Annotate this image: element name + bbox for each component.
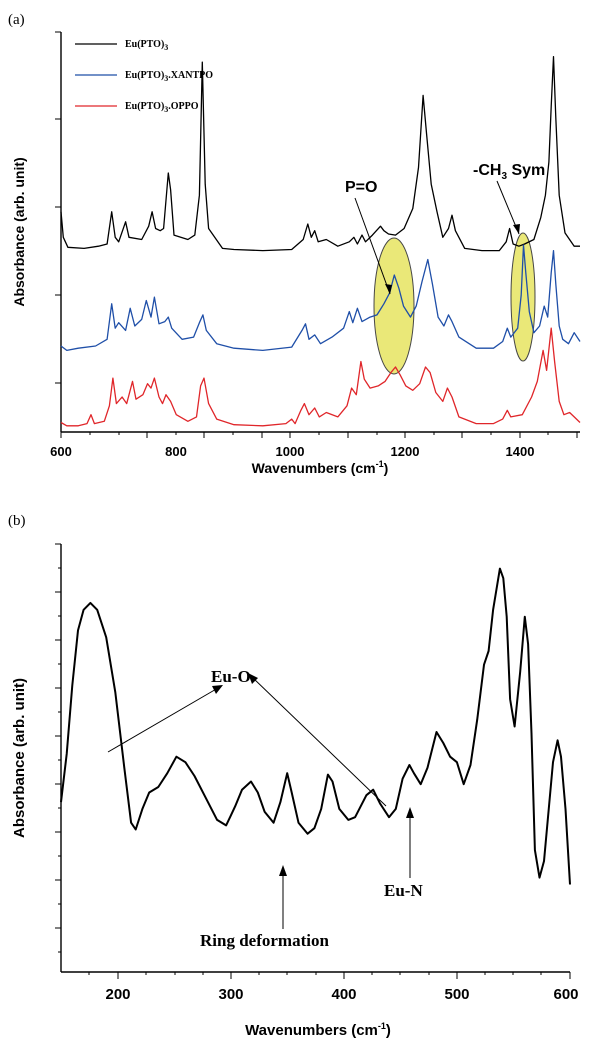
panel-b-tick-400: 400 xyxy=(331,986,356,1003)
annotation-eu-n-arrowhead xyxy=(406,807,414,818)
annotation-po-arrowhead xyxy=(385,284,392,294)
annotation-eu-n: Eu-N xyxy=(384,881,423,900)
panel-b-y-ticks xyxy=(55,543,61,953)
annotation-ch3: -CH3 Sym xyxy=(473,162,545,182)
panel-a-legend: Eu(PTO)3 Eu(PTO)3.XANTPO Eu(PTO)3.OPPO xyxy=(75,39,213,114)
panel-b-letter: (b) xyxy=(8,513,26,529)
annotation-eu-o-arrow-1 xyxy=(107,687,219,753)
panel-b-series-line-1 xyxy=(60,567,571,885)
annotation-ring-deformation: Ring deformation xyxy=(200,931,329,950)
panel-a-series-line-1 xyxy=(60,55,580,252)
panel-a-letter: (a) xyxy=(8,12,25,28)
panel-b-x-axis-title: Wavenumbers (cm-1) xyxy=(245,1021,391,1039)
panel-b: (b) xyxy=(8,513,579,1039)
panel-b-tick-600: 600 xyxy=(553,986,578,1003)
annotation-eu-o-arrow-2 xyxy=(251,676,387,807)
panel-a-tick-1200: 1200 xyxy=(391,444,420,459)
legend-label-series2: Eu(PTO)3.XANTPO xyxy=(125,70,213,83)
panel-a-y-ticks xyxy=(55,31,61,384)
panel-a-series-line-2 xyxy=(60,244,581,352)
panel-a-tick-1000: 1000 xyxy=(276,444,305,459)
annotation-eu-o-arrowhead-1 xyxy=(212,685,223,694)
panel-a-series-line-3 xyxy=(60,327,581,427)
panel-a-x-axis-title: Wavenumbers (cm-1) xyxy=(252,459,389,476)
panel-a-x-ticks xyxy=(60,432,578,438)
panel-a-tick-600: 600 xyxy=(50,444,72,459)
panel-a-plot-area xyxy=(60,55,581,427)
panel-b-y-axis-title: Absorbance (arb. unit) xyxy=(11,678,28,838)
annotation-ring-arrowhead xyxy=(279,865,287,876)
annotation-po-arrow xyxy=(354,197,391,295)
annotation-po: P=O xyxy=(345,179,377,196)
legend-label-series1: Eu(PTO)3 xyxy=(125,39,168,52)
panel-b-plot-area xyxy=(60,567,571,885)
panel-b-tick-500: 500 xyxy=(444,986,469,1003)
legend-label-series3: Eu(PTO)3.OPPO xyxy=(125,101,199,114)
panel-a-tick-1400: 1400 xyxy=(506,444,535,459)
panel-a-tick-800: 800 xyxy=(165,444,187,459)
po-highlight-ellipse xyxy=(373,237,415,375)
annotation-eu-o: Eu-O xyxy=(211,667,251,686)
annotation-eu-o-arrowhead-2 xyxy=(248,673,258,684)
panel-b-tick-200: 200 xyxy=(105,986,130,1003)
panel-b-x-ticks xyxy=(88,972,571,979)
panel-a-y-axis-title: Absorbance (arb. unit) xyxy=(11,157,27,306)
panel-a: (a) xyxy=(8,12,581,476)
annotation-ch3-arrowhead xyxy=(513,224,520,234)
panel-a-x-tick-labels: 600 800 1000 1200 1400 xyxy=(50,444,534,459)
panel-b-tick-300: 300 xyxy=(218,986,243,1003)
panel-b-x-tick-labels: 200 300 400 500 600 xyxy=(105,986,578,1003)
